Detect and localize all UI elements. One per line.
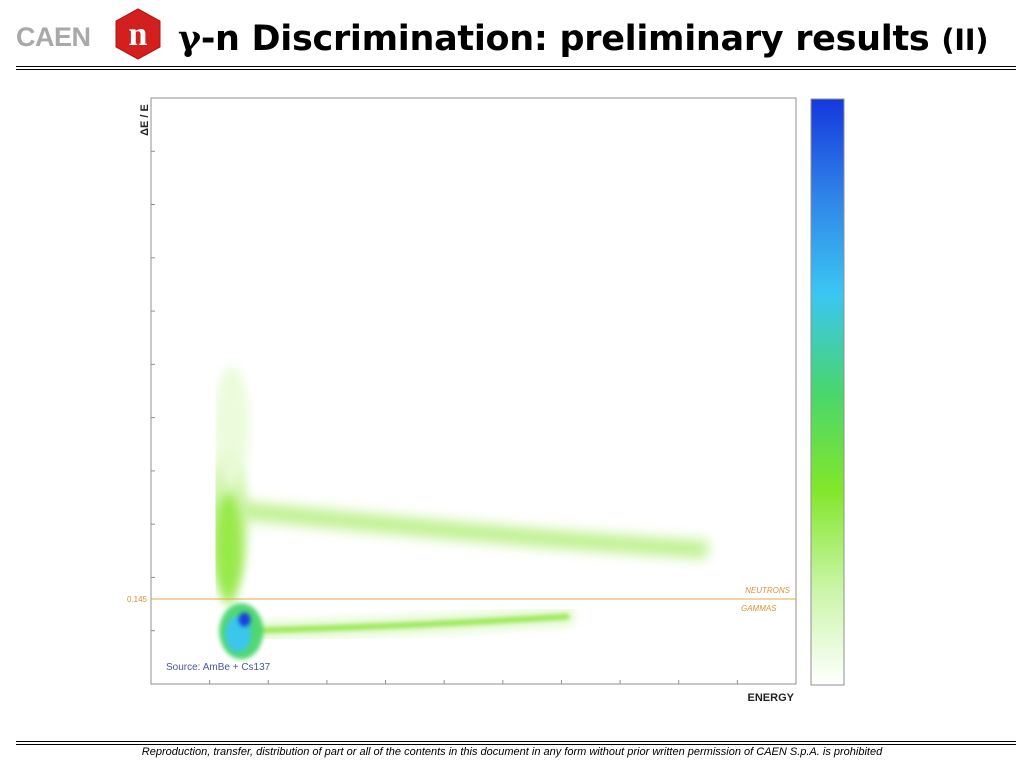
hotspot-core xyxy=(238,612,251,627)
density-layer xyxy=(152,99,795,683)
low-energy-cluster xyxy=(214,494,243,605)
low-energy-cluster-tail xyxy=(213,366,250,487)
neutrons-label: NEUTRONS xyxy=(745,586,791,595)
logo-wordmark: CAEN xyxy=(16,22,91,52)
footer-rule-bottom xyxy=(16,744,1016,745)
slide-title: γ-n Discrimination: preliminary results … xyxy=(178,18,989,59)
chart-area: 0.145 NEUTRONS GAMMAS ΔE / E ENERGY Sour… xyxy=(100,90,860,710)
axis-ticks xyxy=(151,150,738,684)
footer-rule-top xyxy=(16,741,1016,742)
y-axis-label: ΔE / E xyxy=(139,104,151,136)
cutoff-mask xyxy=(152,99,216,683)
gammas-label: GAMMAS xyxy=(741,604,777,613)
neutron-band-core xyxy=(210,503,705,555)
header-rule-top xyxy=(16,66,1016,67)
title-gamma-symbol: γ xyxy=(178,18,201,59)
gamma-band-core xyxy=(225,614,570,634)
caen-logo: CAEN n xyxy=(14,6,164,62)
discrimination-heatmap: 0.145 NEUTRONS GAMMAS ΔE / E ENERGY Sour… xyxy=(127,97,845,704)
logo-emblem-icon: n xyxy=(115,8,161,60)
x-axis-label: ENERGY xyxy=(748,692,795,704)
bottom-mask xyxy=(152,663,795,683)
plot-frame xyxy=(150,97,797,685)
source-annotation: Source: AmBe + Cs137 xyxy=(166,662,271,673)
threshold-value-label: 0.145 xyxy=(127,595,148,604)
colorbar xyxy=(810,98,845,686)
footer-disclaimer: Reproduction, transfer, distribution of … xyxy=(141,746,883,758)
header-rule-bottom xyxy=(16,69,1016,70)
title-suffix: (II) xyxy=(941,23,989,57)
title-main: -n Discrimination: preliminary results xyxy=(200,19,930,59)
logo-mark-letter: n xyxy=(129,16,148,53)
